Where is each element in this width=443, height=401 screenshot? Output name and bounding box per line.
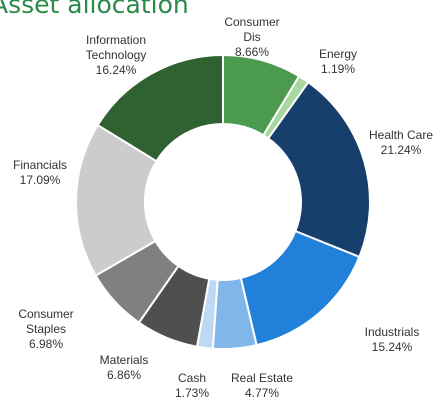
donut-slice [266,80,371,259]
slice-label: Financials 17.09% [13,158,67,188]
slice-label: Consumer Staples 6.98% [10,307,82,352]
slice-label: Energy 1.19% [319,47,357,77]
category-label: Financials [12,158,68,172]
value-label: 21.24% [380,143,422,157]
value-label: 1.73% [174,386,210,400]
value-label: 8.66% [234,45,270,59]
slice-label: Materials 6.86% [100,353,149,383]
category-label: Health Care [368,128,434,142]
category-label: Consumer Staples [18,307,74,336]
category-label: Cash [177,371,206,385]
slice-label: Industrials 15.24% [365,325,420,355]
category-label: Information Technology [85,33,147,62]
category-label: Real Estate [230,371,294,385]
slice-label: Health Care 21.24% [369,128,433,158]
value-label: 17.09% [19,173,61,187]
value-label: 1.19% [320,62,356,76]
category-label: Industrials [364,325,420,339]
value-label: 6.98% [28,337,64,351]
slice-label: Cash 1.73% [175,371,209,401]
category-label: Consumer Dis [224,15,280,44]
donut-slice [96,53,224,163]
value-label: 4.77% [244,386,280,400]
slice-label: Real Estate 4.77% [231,371,293,401]
category-label: Materials [99,353,149,367]
category-label: Energy [318,47,358,61]
value-label: 15.24% [371,340,413,354]
value-label: 16.24% [95,63,137,77]
slice-label: Information Technology 16.24% [80,33,152,78]
slice-label: Consumer Dis 8.66% [216,15,288,60]
value-label: 6.86% [106,368,142,382]
chart-title: Asset allocation [0,0,189,19]
